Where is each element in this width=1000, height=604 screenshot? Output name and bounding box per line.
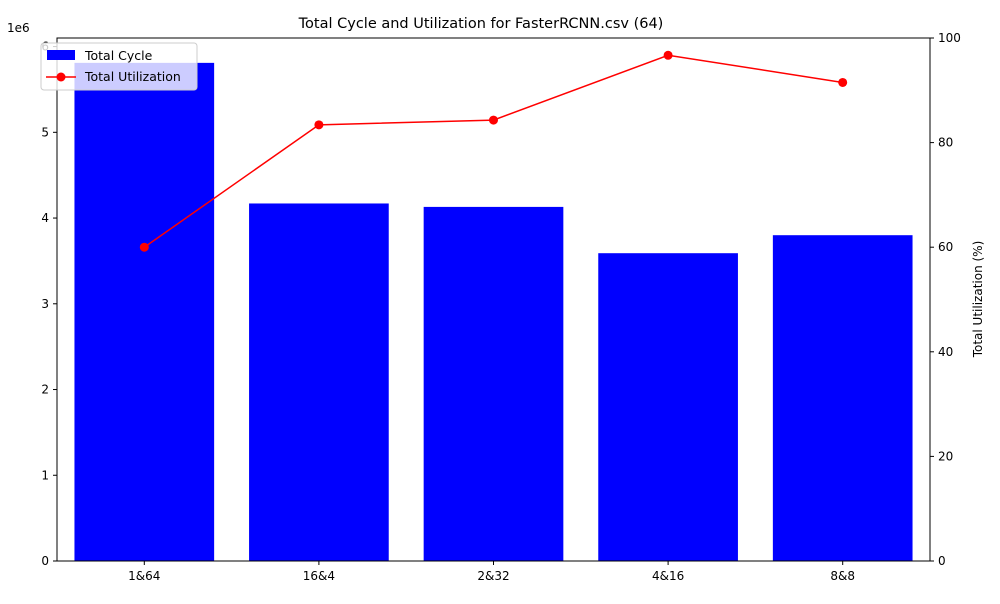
legend-swatch-total-cycle: [47, 50, 75, 60]
y-right-tick-label: 80: [938, 136, 953, 150]
bars-layer: [74, 62, 913, 562]
point-total-utilization-4: [663, 50, 673, 60]
x-tick-label: 2&32: [477, 569, 509, 583]
x-tick-label: 4&16: [652, 569, 684, 583]
y-left-tick-label: 5: [41, 125, 49, 139]
y-left-tick-label: 1: [41, 468, 49, 482]
y-right-tick-label: 40: [938, 345, 953, 359]
bar-total-cycle-3: [423, 206, 564, 562]
y-right-axis-label: Total Utilization (%): [971, 241, 985, 359]
x-tick-label: 8&8: [830, 569, 855, 583]
legend-frame: [40, 42, 198, 91]
legend-marker-total-utilization: [56, 72, 66, 82]
point-total-utilization-2: [314, 120, 324, 130]
x-tick-label: 16&4: [303, 569, 335, 583]
legend-label-total-cycle: Total Cycle: [84, 48, 153, 63]
y-left-tick-label: 3: [41, 297, 49, 311]
legend: Total Cycle Total Utilization: [40, 42, 198, 91]
y-left-tick-label: 2: [41, 383, 49, 397]
point-total-utilization-3: [489, 115, 498, 125]
y-right-tick-label: 100: [938, 31, 961, 45]
y-right-tick-label: 0: [938, 554, 946, 568]
y-left-tick-label: 4: [41, 211, 49, 225]
y-left-offset-text: 1e6: [7, 21, 30, 35]
y-left-tick-label: 0: [41, 554, 49, 568]
bar-total-cycle-4: [598, 253, 738, 561]
point-total-utilization-1: [139, 242, 149, 252]
bar-total-cycle-1: [74, 62, 215, 562]
point-total-utilization-5: [838, 77, 848, 87]
line-layer: [139, 50, 848, 252]
bar-total-cycle-5: [772, 235, 913, 561]
y-right-tick-label: 20: [938, 449, 953, 463]
legend-label-total-utilization: Total Utilization: [84, 69, 181, 84]
chart-title: Total Cycle and Utilization for FasterRC…: [298, 16, 664, 32]
y-right-tick-label: 60: [938, 240, 953, 254]
x-tick-label: 1&64: [128, 569, 160, 583]
bar-total-cycle-2: [249, 203, 389, 562]
